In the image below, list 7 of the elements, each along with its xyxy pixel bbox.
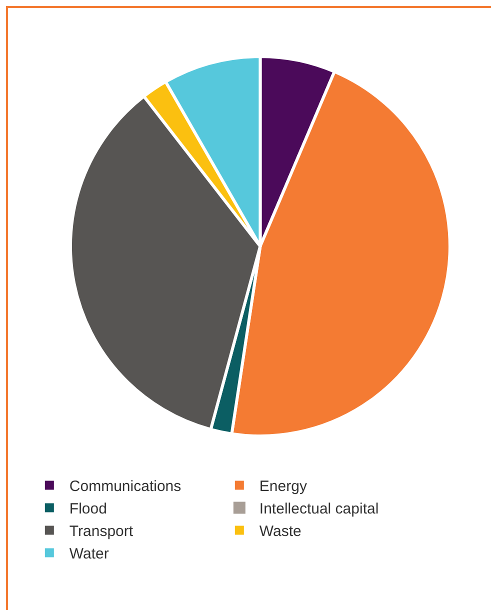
legend-label: Waste <box>259 523 302 540</box>
legend-label: Communications <box>69 478 182 496</box>
legend-label: Intellectual capital <box>259 500 379 518</box>
legend-label: Energy <box>259 478 308 496</box>
legend-label: Transport <box>69 523 134 540</box>
legend-label: Water <box>69 546 109 563</box>
legend-label: Flood <box>69 500 107 518</box>
